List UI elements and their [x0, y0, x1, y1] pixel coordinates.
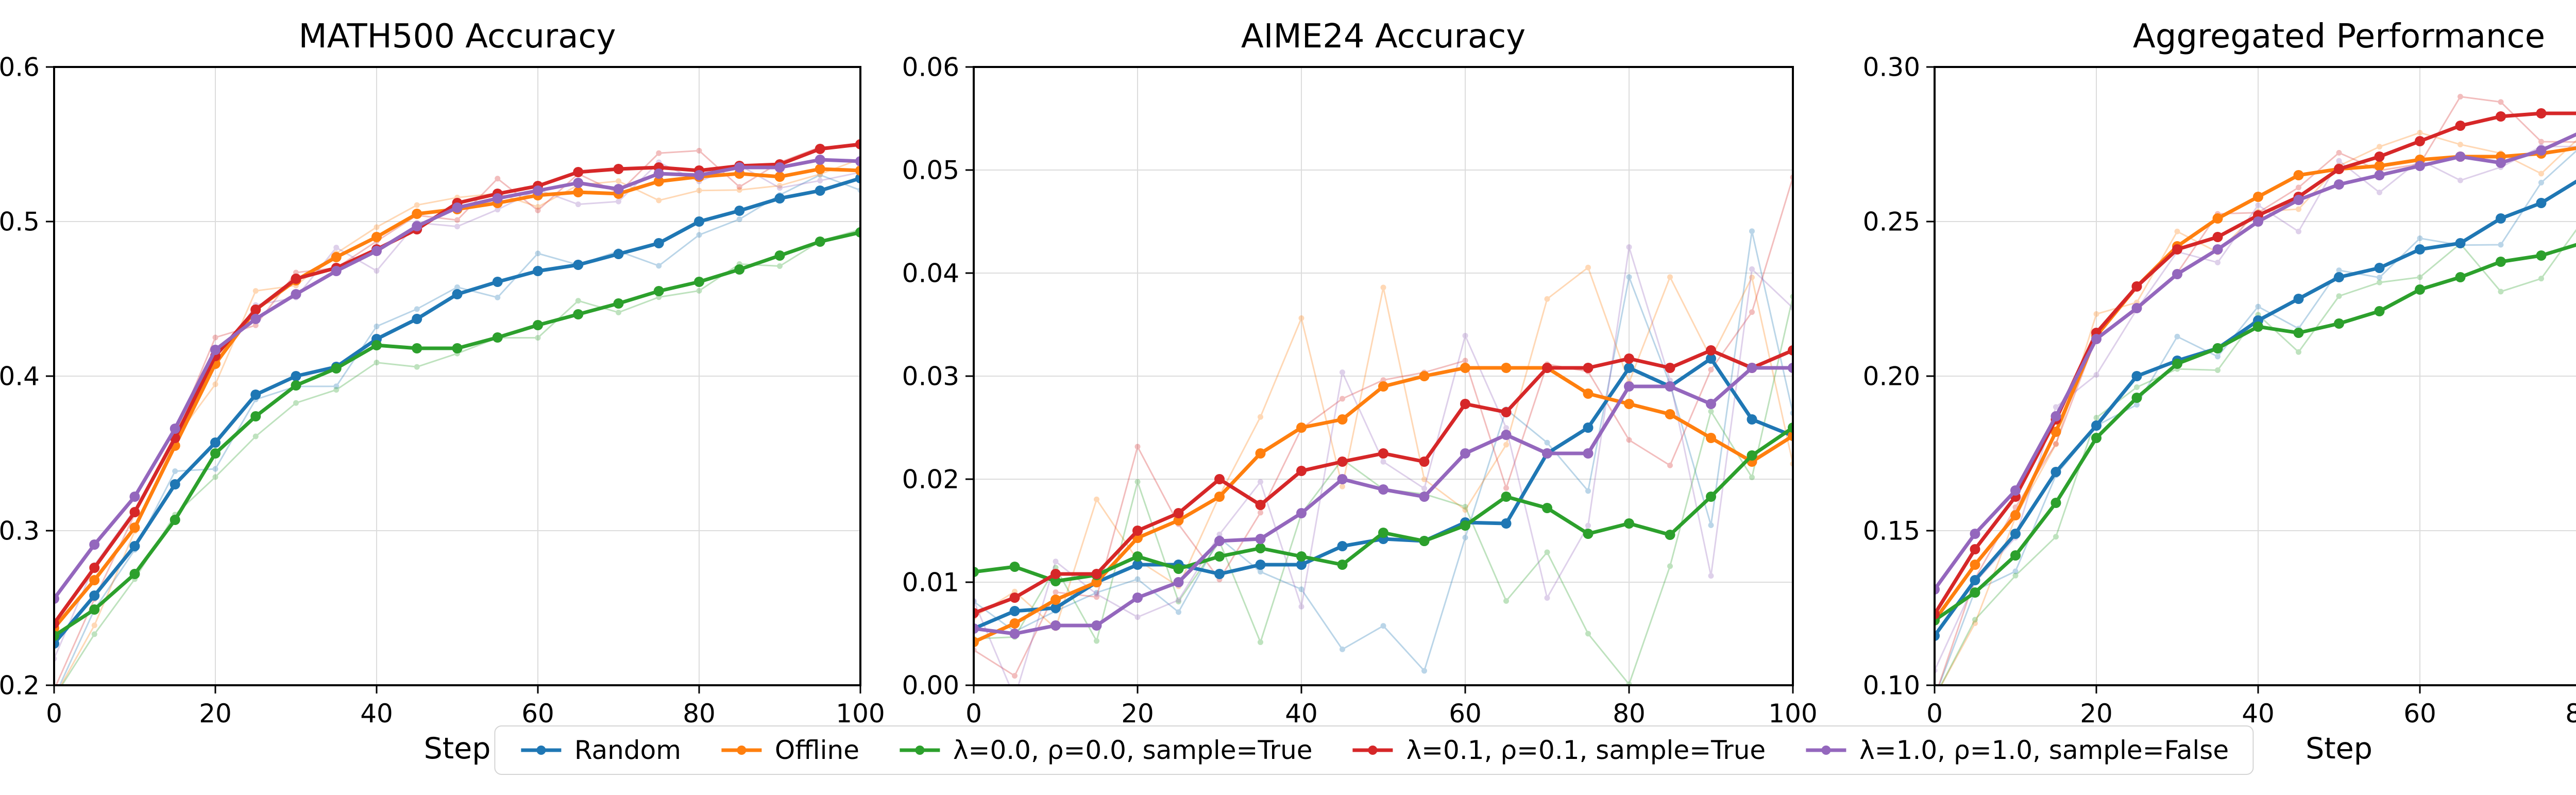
plot-title: MATH500 Accuracy — [299, 18, 616, 56]
y-tick-label: 0.06 — [902, 53, 959, 82]
y-tick-label: 0.05 — [902, 156, 959, 185]
subplot-0: 0.2 0.3 0.4 0.5 0.6 0 20 40 60 80 100 MATH500 Accur… — [0, 18, 885, 766]
x-tick-label: 100 — [1768, 699, 1817, 729]
series-lambda10-line — [974, 363, 1793, 639]
series-lambda00-line — [1935, 243, 2576, 625]
y-tick-label: 0.01 — [902, 568, 959, 598]
legend-marker-lambda10-icon — [1806, 746, 1846, 755]
x-tick-label: 40 — [2242, 699, 2275, 729]
x-axis-label: Step — [424, 732, 491, 766]
y-tick-label: 0.00 — [902, 671, 959, 701]
legend-item-label: λ=0.0, ρ=0.0, sample=True — [953, 735, 1313, 765]
series-lambda00-line — [54, 227, 860, 641]
x-tick-label: 60 — [1449, 699, 1482, 729]
series-offline-line — [974, 363, 1793, 647]
y-tick-label: 0.04 — [902, 259, 959, 289]
legend-item-label: λ=0.1, ρ=0.1, sample=True — [1406, 735, 1766, 765]
legend: Random Offline λ=0.0, ρ=0.0, sample=True λ=… — [494, 725, 2254, 775]
legend-item-lambda01: λ=0.1, ρ=0.1, sample=True — [1351, 737, 1766, 763]
series-lambda01-raw-trace — [1938, 94, 2576, 685]
y-tick-label: 0.2 — [0, 671, 40, 701]
series-random-raw-trace — [1938, 150, 2576, 685]
series-lambda10-raw-trace — [974, 244, 1793, 685]
series-offline-raw-trace — [1940, 129, 2576, 685]
series-lambda10-line — [54, 155, 860, 604]
legend-item-offline: Offline — [719, 737, 859, 763]
series-lambda10-line — [1935, 132, 2576, 595]
legend-marker-offline-icon — [721, 746, 761, 755]
y-tick-label: 0.03 — [902, 362, 959, 392]
series-lambda10-raw-trace — [1935, 143, 2576, 673]
y-tick-label: 0.6 — [0, 53, 40, 82]
x-tick-label: 40 — [1285, 699, 1318, 729]
subplot-2: 0.100.150.200.250.30020406080100Aggregat… — [1863, 18, 2576, 766]
x-axis-label: Step — [2306, 732, 2372, 766]
legend-marker-random-icon — [520, 746, 561, 755]
x-tick-label: 20 — [199, 699, 232, 729]
y-tick-label: 0.20 — [1863, 362, 1920, 392]
plot-title: Aggregated Performance — [2133, 18, 2545, 56]
legend-item-label: λ=1.0, ρ=1.0, sample=False — [1859, 735, 2229, 765]
legend-item-lambda00: λ=0.0, ρ=0.0, sample=True — [897, 737, 1313, 763]
x-tick-label: 40 — [360, 699, 393, 729]
subplot-1: 0.00 0.01 0.02 0.03 0.04 0.05 0.06 0 20 40 60 80 100… — [902, 18, 1818, 766]
series-lambda01-raw-trace — [974, 174, 1793, 679]
y-tick-label: 0.15 — [1863, 516, 1920, 546]
x-tick-label: 0 — [46, 699, 62, 729]
x-tick-label: 60 — [521, 699, 554, 729]
series-lambda10-raw-trace — [54, 159, 860, 662]
x-tick-label: 0 — [1926, 699, 1943, 729]
y-tick-label: 0.25 — [1863, 207, 1920, 237]
legend-item-random: Random — [519, 737, 681, 763]
x-tick-label: 0 — [965, 699, 982, 729]
x-tick-label: 20 — [1121, 699, 1154, 729]
x-tick-label: 100 — [836, 699, 885, 729]
grid — [54, 66, 861, 686]
series-random-line — [54, 173, 860, 649]
series-lambda00-line — [974, 422, 1793, 586]
legend-marker-lambda00-icon — [899, 746, 940, 755]
x-tick-label: 80 — [1613, 699, 1646, 729]
series-lambda01-line — [974, 345, 1793, 618]
x-tick-label: 80 — [2565, 699, 2576, 729]
y-tick-label: 0.5 — [0, 207, 40, 237]
y-tick-label: 0.3 — [0, 516, 40, 546]
legend-item-label: Random — [574, 735, 681, 765]
legend-item-label: Offline — [774, 735, 859, 765]
y-tick-label: 0.02 — [902, 465, 959, 495]
y-tick-label: 0.30 — [1863, 53, 1920, 82]
series-offline-line — [54, 164, 860, 633]
legend-item-lambda10: λ=1.0, ρ=1.0, sample=False — [1804, 737, 2229, 763]
x-tick-label: 80 — [683, 699, 716, 729]
x-tick-label: 60 — [2403, 699, 2436, 729]
x-tick-label: 20 — [2080, 699, 2113, 729]
legend-marker-lambda01-icon — [1352, 746, 1393, 755]
y-tick-label: 0.10 — [1863, 671, 1920, 701]
y-tick-label: 0.4 — [0, 362, 40, 392]
plot-title: AIME24 Accuracy — [1241, 18, 1526, 56]
